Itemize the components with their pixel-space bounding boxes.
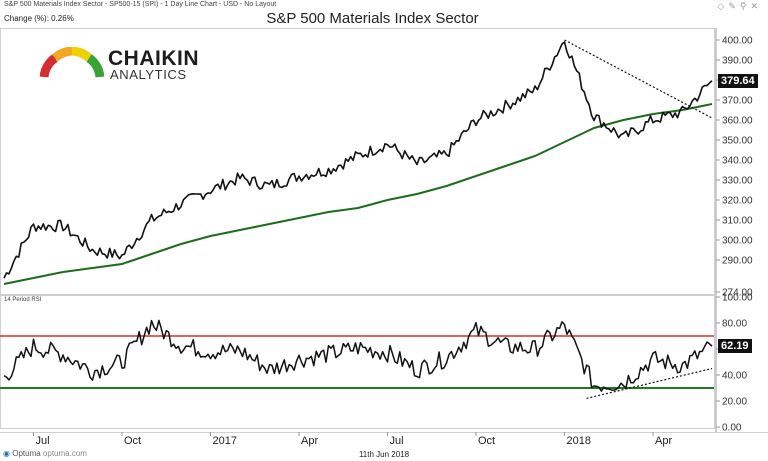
- rsi-trendline: [586, 367, 713, 399]
- price-y-tick-label: 350.00: [722, 136, 753, 147]
- rsi-line: [3, 319, 713, 392]
- price-y-tick-label: 360.00: [722, 116, 753, 127]
- price-y-tick-label: 290.00: [722, 256, 753, 267]
- rsi-panel-frame: [0, 295, 715, 429]
- x-tick-label: Apr: [301, 435, 318, 447]
- chart-title: S&P 500 Materials Index Sector: [266, 10, 479, 27]
- price-y-tick-label: 400.00: [722, 36, 753, 47]
- close-icon[interactable]: ✕: [750, 1, 762, 11]
- link-icon[interactable]: ⚲: [739, 1, 751, 11]
- x-tick-label: Apr: [655, 435, 672, 447]
- price-line: [3, 41, 713, 279]
- logo-wordmark: CHAIKIN: [108, 47, 199, 70]
- rsi-y-tick-label: 40.00: [722, 371, 747, 382]
- price-y-tick-label: 390.00: [722, 56, 753, 67]
- price-panel-frame: [0, 28, 715, 295]
- x-tick-label: Oct: [478, 435, 495, 447]
- x-tick-label: Jul: [390, 435, 404, 447]
- rsi-y-tick-label: 100.00: [722, 293, 753, 304]
- edit-icon[interactable]: ✎: [728, 1, 740, 11]
- chart-subtitle: S&P 500 Materials Index Sector - SP500-1…: [4, 1, 277, 8]
- optuma-name: Optuma: [12, 449, 41, 458]
- optuma-url: optuma.com: [42, 449, 87, 458]
- chart-date: 11th Jun 2018: [358, 450, 410, 459]
- price-y-tick-label: 370.00: [722, 96, 753, 107]
- rsi-last-value-badge: 62.19: [718, 339, 752, 354]
- rsi-panel-label: 14 Period RSI: [4, 297, 42, 303]
- x-tick-label: 2018: [567, 435, 591, 447]
- change-percent: Change (%): 0.26%: [4, 14, 74, 23]
- price-y-tick-label: 274.00: [722, 288, 753, 299]
- moving-average-line: [3, 103, 713, 285]
- price-y-tick-label: 300.00: [722, 236, 753, 247]
- x-tick-label: 2017: [213, 435, 237, 447]
- logo-gauge-icon: [40, 47, 104, 78]
- price-last-value-badge: 379.64: [718, 73, 758, 88]
- rsi-y-tick-label: 80.00: [722, 319, 747, 330]
- chart-header-bar: S&P 500 Materials Index Sector - SP500-1…: [0, 0, 768, 12]
- price-y-tick-label: 320.00: [722, 196, 753, 207]
- optuma-logo-icon: ◉: [3, 449, 10, 458]
- x-tick-label: Jul: [36, 435, 50, 447]
- settings-icon[interactable]: ◇: [717, 1, 729, 11]
- price-y-tick-label: 310.00: [722, 216, 753, 227]
- price-y-tick-label: 330.00: [722, 176, 753, 187]
- rsi-y-tick-label: 0.00: [722, 423, 742, 434]
- logo-subtitle: ANALYTICS: [110, 67, 187, 82]
- price-trendline: [564, 39, 713, 119]
- rsi-y-tick-label: 20.00: [722, 397, 747, 408]
- window-controls[interactable]: ◇✎⚲✕: [717, 1, 762, 12]
- optuma-footer: ◉ Optuma optuma.com: [3, 449, 87, 458]
- x-tick-label: Oct: [124, 435, 141, 447]
- price-y-tick-label: 340.00: [722, 156, 753, 167]
